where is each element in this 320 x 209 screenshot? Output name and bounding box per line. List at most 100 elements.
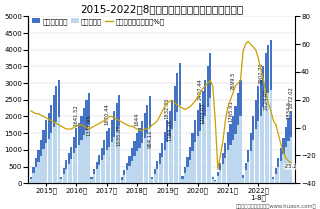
Bar — [191, 151, 194, 183]
Bar — [176, 112, 179, 183]
Bar — [78, 145, 80, 183]
Bar — [187, 157, 188, 183]
Text: 1670.44: 1670.44 — [104, 103, 109, 125]
Bar — [32, 173, 35, 183]
Bar — [93, 169, 95, 183]
Bar — [229, 124, 231, 183]
Bar — [285, 126, 287, 183]
Bar — [194, 142, 196, 183]
Bar — [146, 105, 148, 183]
Bar — [187, 167, 188, 183]
Text: 2124.99: 2124.99 — [263, 88, 268, 110]
Bar — [141, 143, 143, 183]
Bar — [262, 107, 264, 183]
Bar — [235, 134, 236, 183]
Bar — [227, 150, 229, 183]
Bar — [214, 180, 216, 183]
Bar — [123, 170, 125, 183]
Bar — [242, 175, 244, 183]
Bar — [37, 150, 40, 183]
Bar — [151, 179, 153, 183]
Text: 1832.35: 1832.35 — [165, 98, 170, 119]
Bar — [250, 151, 252, 183]
Bar — [58, 117, 60, 183]
Bar — [181, 179, 184, 183]
Bar — [154, 169, 156, 183]
Bar — [244, 163, 247, 183]
Bar — [209, 53, 211, 183]
Bar — [60, 177, 62, 183]
Bar — [60, 179, 62, 183]
Bar — [52, 127, 55, 183]
Bar — [136, 150, 138, 183]
Bar — [277, 158, 279, 183]
Bar — [239, 116, 242, 183]
Bar — [154, 174, 156, 183]
Bar — [52, 95, 55, 183]
Bar — [252, 140, 254, 183]
Bar — [128, 156, 131, 183]
Bar — [159, 164, 161, 183]
Bar — [50, 105, 52, 183]
Bar — [265, 98, 267, 183]
Bar — [275, 168, 277, 183]
Bar — [235, 106, 236, 183]
Bar — [257, 121, 259, 183]
Text: 1703.01: 1703.01 — [200, 102, 205, 124]
Bar — [133, 155, 136, 183]
Bar — [100, 160, 103, 183]
Bar — [282, 138, 284, 183]
Bar — [131, 148, 133, 183]
Bar — [212, 177, 214, 183]
Bar — [267, 45, 269, 183]
Bar — [255, 129, 257, 183]
Bar — [184, 167, 186, 183]
Bar — [161, 157, 163, 183]
Bar — [143, 138, 146, 183]
Bar — [227, 131, 229, 183]
Bar — [83, 135, 85, 183]
Bar — [111, 120, 113, 183]
Bar — [277, 167, 279, 183]
Bar — [30, 179, 32, 183]
Bar — [267, 93, 269, 183]
Bar — [68, 164, 70, 183]
Text: 2172.02: 2172.02 — [289, 86, 293, 108]
Bar — [174, 87, 176, 183]
Bar — [141, 121, 143, 183]
Bar — [176, 73, 179, 183]
Bar — [282, 154, 284, 183]
Bar — [55, 87, 57, 183]
Bar — [93, 174, 95, 183]
Bar — [204, 80, 206, 183]
Bar — [257, 87, 259, 183]
Bar — [68, 153, 70, 183]
Bar — [217, 176, 219, 183]
Bar — [63, 174, 65, 183]
Bar — [290, 136, 292, 183]
Bar — [80, 116, 83, 183]
Bar — [196, 135, 199, 183]
Bar — [35, 167, 37, 183]
Bar — [75, 148, 77, 183]
Bar — [244, 170, 247, 183]
Bar — [280, 148, 282, 183]
Bar — [270, 90, 272, 183]
Bar — [199, 103, 201, 183]
Bar — [32, 167, 35, 183]
Bar — [91, 177, 92, 183]
Text: 1184.28: 1184.28 — [167, 119, 172, 141]
Bar — [98, 165, 100, 183]
Bar — [40, 156, 42, 183]
Bar — [121, 177, 123, 183]
Bar — [80, 140, 83, 183]
Bar — [58, 80, 60, 183]
Bar — [148, 97, 151, 183]
Bar — [224, 143, 227, 183]
Bar — [219, 170, 221, 183]
Bar — [189, 159, 191, 183]
Bar — [260, 80, 262, 183]
Text: 1035.89: 1035.89 — [117, 124, 122, 146]
Bar — [222, 153, 224, 183]
Bar — [181, 176, 184, 183]
